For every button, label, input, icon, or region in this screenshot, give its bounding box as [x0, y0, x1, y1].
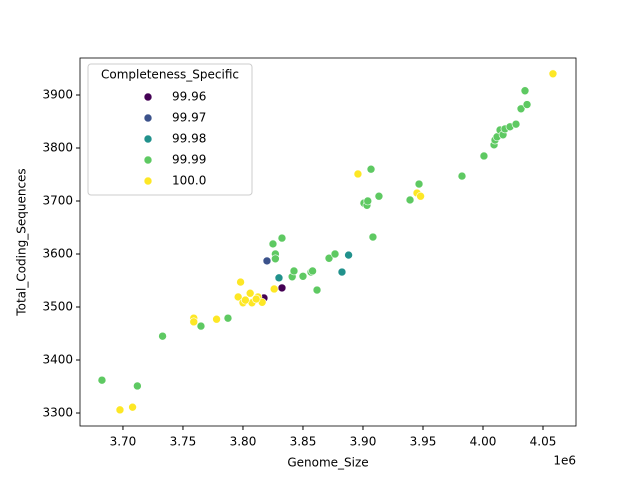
point — [344, 250, 353, 260]
point — [366, 164, 376, 174]
point — [289, 266, 299, 276]
legend-marker — [143, 134, 153, 144]
point — [312, 285, 322, 295]
x-tick-label: 3.90 — [350, 435, 377, 449]
point — [516, 104, 526, 114]
y-tick-label: 3400 — [42, 353, 73, 367]
legend-label: 99.99 — [172, 153, 206, 167]
x-offset-label: 1e6 — [553, 454, 576, 468]
point — [277, 283, 287, 293]
point — [414, 179, 424, 189]
point — [115, 405, 125, 415]
x-tick-label: 3.75 — [170, 435, 197, 449]
point — [223, 313, 233, 323]
legend-label: 99.98 — [172, 132, 206, 146]
point — [189, 317, 199, 327]
point — [324, 253, 334, 263]
x-tick-label: 3.95 — [410, 435, 437, 449]
point — [277, 233, 287, 243]
legend-marker — [143, 92, 153, 102]
point — [262, 256, 272, 266]
point — [158, 331, 167, 341]
legend-label: 99.97 — [172, 111, 206, 125]
point — [522, 100, 532, 109]
point — [520, 86, 530, 96]
x-tick-label: 4.00 — [470, 435, 497, 449]
point — [548, 69, 558, 79]
point — [337, 267, 347, 277]
point — [363, 196, 373, 206]
y-tick-label: 3900 — [42, 87, 73, 101]
y-tick-label: 3300 — [42, 406, 73, 420]
point — [97, 375, 107, 385]
y-tick-label: 3600 — [42, 247, 73, 261]
point — [241, 295, 250, 305]
point — [271, 254, 280, 264]
legend-marker — [143, 176, 153, 186]
legend-box — [87, 63, 253, 196]
y-axis-label: Total_Coding_Sequences — [15, 168, 29, 316]
point — [479, 151, 489, 161]
legend-label: 99.96 — [172, 90, 206, 104]
point — [133, 381, 142, 391]
point — [416, 191, 425, 201]
point — [457, 171, 467, 181]
point — [298, 271, 308, 281]
plot-frame — [79, 57, 577, 427]
point — [511, 119, 521, 129]
y-tick-label: 3700 — [42, 194, 73, 208]
legend-marker — [143, 155, 153, 165]
point — [269, 284, 279, 294]
point — [374, 191, 384, 201]
point — [330, 249, 340, 259]
point — [251, 294, 261, 304]
point — [236, 277, 245, 287]
y-tick-label: 3500 — [42, 300, 73, 314]
x-tick-label: 3.70 — [110, 435, 137, 449]
point — [353, 169, 363, 179]
point — [405, 195, 415, 205]
x-tick-label: 3.80 — [230, 435, 257, 449]
y-tick-label: 3800 — [42, 140, 73, 154]
point — [196, 321, 206, 331]
legend-label: 100.0 — [172, 174, 206, 188]
point — [308, 266, 317, 276]
point — [245, 288, 255, 298]
point — [212, 314, 221, 324]
x-tick-label: 3.85 — [290, 435, 317, 449]
x-axis-label: Genome_Size — [287, 456, 368, 470]
point — [368, 232, 378, 242]
point — [233, 292, 243, 302]
x-tick-label: 4.05 — [530, 435, 557, 449]
legend-marker — [143, 113, 153, 123]
point — [128, 402, 137, 412]
legend-title: Completeness_Specific — [101, 68, 239, 82]
point — [274, 273, 284, 283]
point — [268, 239, 278, 249]
